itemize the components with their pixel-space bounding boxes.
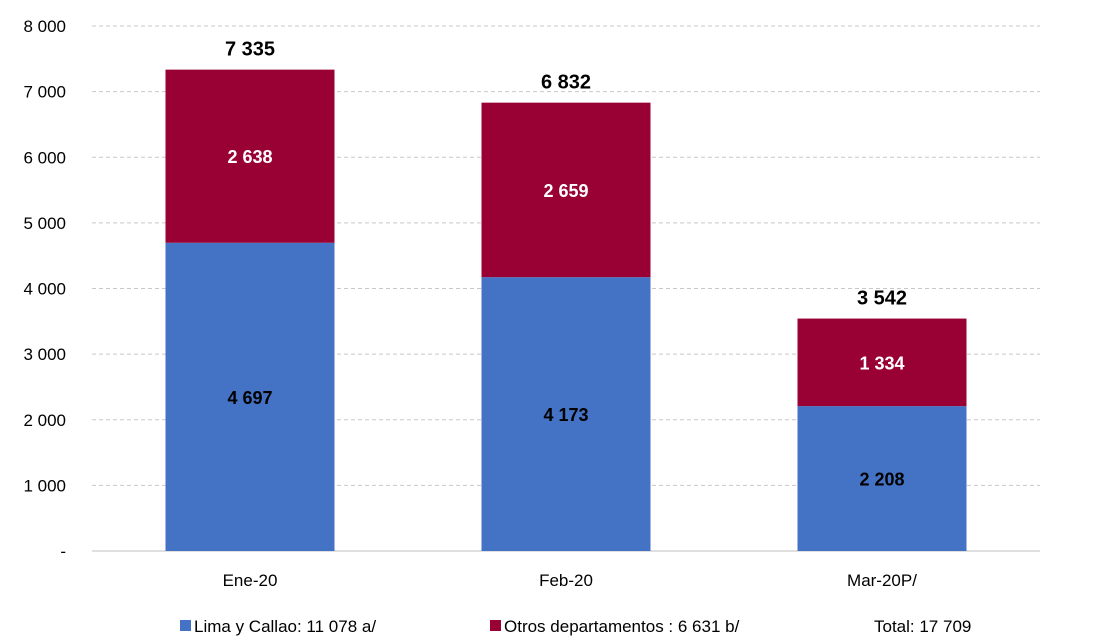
legend-label: Lima y Callao: 11 078 a/ xyxy=(194,617,376,636)
bar-segment-otros xyxy=(165,69,335,243)
legend-item-lima: Lima y Callao: 11 078 a/ xyxy=(180,617,376,636)
x-axis: Ene-20 Feb-20 Mar-20P/ xyxy=(223,571,918,590)
bars: 4 697 2 638 7 335 4 173 2 659 6 832 2 208 1 334… xyxy=(165,39,967,551)
x-tick-label: Ene-20 xyxy=(223,571,278,590)
legend-label: Otros departamentos : 6 631 b/ xyxy=(504,617,740,636)
legend-item-otros: Otros departamentos : 6 631 b/ xyxy=(490,617,740,636)
segment-data-label: 4 173 xyxy=(543,405,588,425)
segment-data-label: 2 208 xyxy=(859,470,904,490)
segment-data-label: 2 659 xyxy=(543,181,588,201)
segment-data-label: 2 638 xyxy=(227,147,272,167)
legend: Lima y Callao: 11 078 a/Otros departamen… xyxy=(180,617,971,636)
total-data-label: 3 542 xyxy=(857,288,907,310)
bar-segment-lima xyxy=(481,277,651,551)
legend-swatch xyxy=(490,620,501,631)
bar-segment-otros xyxy=(797,318,967,407)
bar-segment-lima xyxy=(165,242,335,551)
legend-swatch xyxy=(180,620,191,631)
y-tick-label: 1 000 xyxy=(23,476,66,495)
y-tick-label: 7 000 xyxy=(23,83,66,102)
y-tick-label: - xyxy=(60,542,66,561)
y-tick-label: 4 000 xyxy=(23,280,66,299)
y-tick-label: 8 000 xyxy=(23,17,66,36)
segment-data-label: 4 697 xyxy=(227,388,272,408)
x-tick-label: Feb-20 xyxy=(539,571,593,590)
y-tick-label: 6 000 xyxy=(23,148,66,167)
bar-segment-lima xyxy=(797,406,967,551)
x-tick-label: Mar-20P/ xyxy=(847,571,917,590)
y-tick-label: 5 000 xyxy=(23,214,66,233)
total-data-label: 6 832 xyxy=(541,72,591,94)
segment-data-label: 1 334 xyxy=(859,353,904,373)
legend-total-label: Total: 17 709 xyxy=(874,617,971,636)
y-axis: - 1 000 2 000 3 000 4 000 5 000 6 000 7 000 8 00… xyxy=(23,17,66,561)
bar-segment-otros xyxy=(481,102,651,278)
y-tick-label: 3 000 xyxy=(23,345,66,364)
total-data-label: 7 335 xyxy=(225,39,275,61)
y-tick-label: 2 000 xyxy=(23,411,66,430)
